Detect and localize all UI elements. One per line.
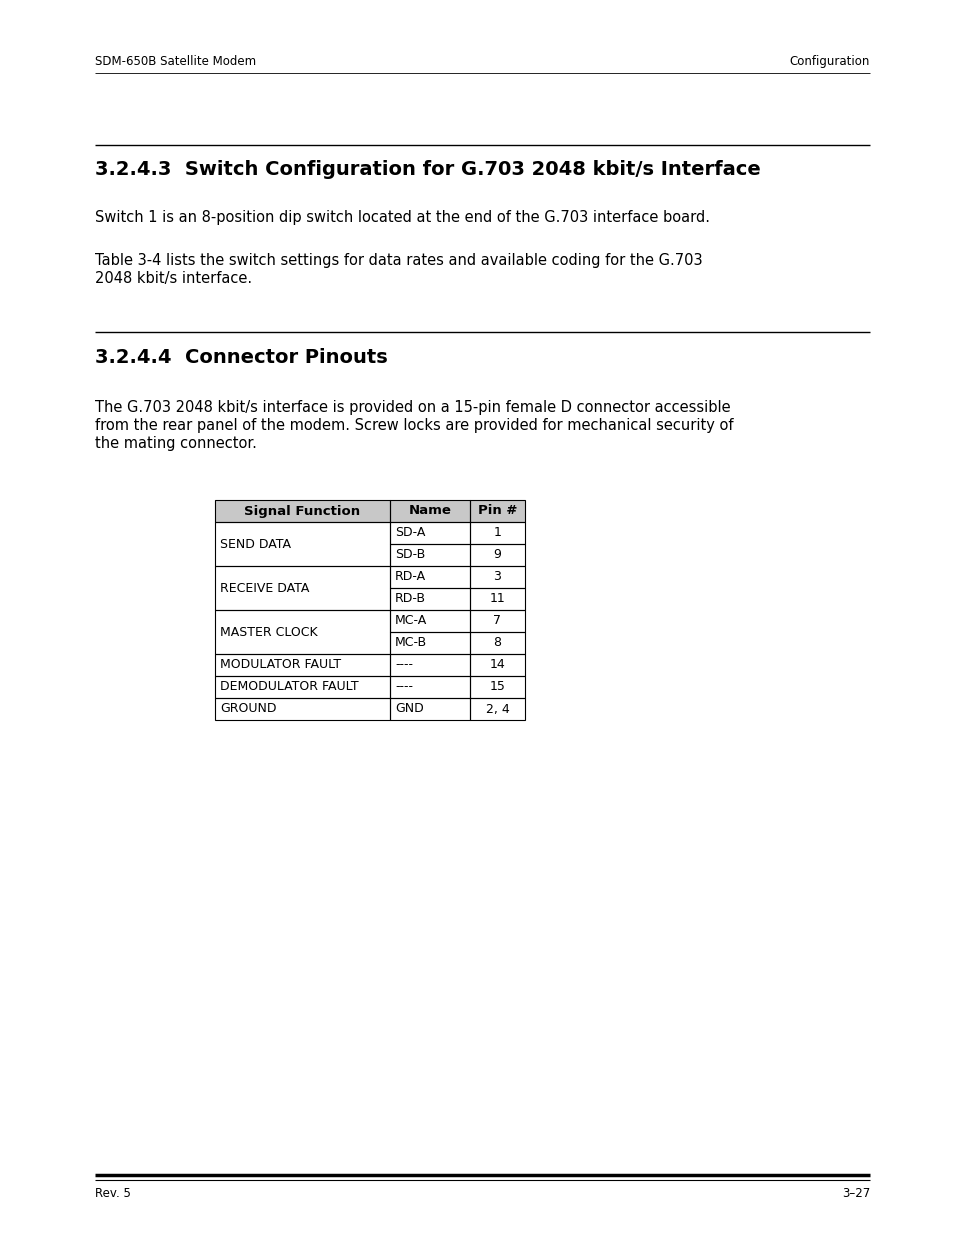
Bar xyxy=(390,610,470,632)
Text: ----: ---- xyxy=(395,658,413,672)
Text: DEMODULATOR FAULT: DEMODULATOR FAULT xyxy=(220,680,358,694)
Text: 3: 3 xyxy=(493,571,501,583)
Bar xyxy=(470,610,524,632)
Text: 3.2.4.4  Connector Pinouts: 3.2.4.4 Connector Pinouts xyxy=(95,348,387,367)
Text: MODULATOR FAULT: MODULATOR FAULT xyxy=(220,658,341,672)
Text: RD-A: RD-A xyxy=(395,571,426,583)
Bar xyxy=(470,522,524,543)
Text: MASTER CLOCK: MASTER CLOCK xyxy=(220,625,317,638)
Text: the mating connector.: the mating connector. xyxy=(95,436,256,451)
Bar xyxy=(214,610,390,655)
Bar xyxy=(390,676,470,698)
Bar xyxy=(470,500,524,522)
Bar xyxy=(390,522,470,543)
Text: RECEIVE DATA: RECEIVE DATA xyxy=(220,582,309,594)
Bar xyxy=(214,655,390,676)
Text: Switch 1 is an 8-position dip switch located at the end of the G.703 interface b: Switch 1 is an 8-position dip switch loc… xyxy=(95,210,709,225)
Text: from the rear panel of the modem. Screw locks are provided for mechanical securi: from the rear panel of the modem. Screw … xyxy=(95,417,733,433)
Text: Rev. 5: Rev. 5 xyxy=(95,1187,131,1200)
Text: 7: 7 xyxy=(493,615,501,627)
Text: SD-A: SD-A xyxy=(395,526,425,540)
Bar xyxy=(214,522,390,566)
Bar xyxy=(470,500,524,522)
Text: RD-B: RD-B xyxy=(395,593,426,605)
Bar xyxy=(390,500,470,522)
Text: 11: 11 xyxy=(489,593,505,605)
Bar xyxy=(470,632,524,655)
Bar xyxy=(214,698,390,720)
Bar xyxy=(470,543,524,566)
Text: 3–27: 3–27 xyxy=(841,1187,869,1200)
Text: 15: 15 xyxy=(489,680,505,694)
Bar xyxy=(214,500,390,522)
Text: MC-B: MC-B xyxy=(395,636,427,650)
Text: 3.2.4.3  Switch Configuration for G.703 2048 kbit/s Interface: 3.2.4.3 Switch Configuration for G.703 2… xyxy=(95,161,760,179)
Text: Signal Function: Signal Function xyxy=(244,505,360,517)
Bar xyxy=(470,655,524,676)
Bar xyxy=(470,698,524,720)
Text: Pin #: Pin # xyxy=(477,505,517,517)
Text: Name: Name xyxy=(408,505,451,517)
Text: SDM-650B Satellite Modem: SDM-650B Satellite Modem xyxy=(95,56,255,68)
Bar xyxy=(390,655,470,676)
Bar xyxy=(214,566,390,610)
Text: Table 3-4 lists the switch settings for data rates and available coding for the : Table 3-4 lists the switch settings for … xyxy=(95,253,702,268)
Bar xyxy=(214,676,390,698)
Text: GND: GND xyxy=(395,703,423,715)
Text: The G.703 2048 kbit/s interface is provided on a 15-pin female D connector acces: The G.703 2048 kbit/s interface is provi… xyxy=(95,400,730,415)
Bar xyxy=(390,588,470,610)
Text: 2048 kbit/s interface.: 2048 kbit/s interface. xyxy=(95,270,252,287)
Text: Configuration: Configuration xyxy=(789,56,869,68)
Text: MC-A: MC-A xyxy=(395,615,427,627)
Bar xyxy=(214,500,390,522)
Bar xyxy=(390,698,470,720)
Bar xyxy=(390,566,470,588)
Text: 1: 1 xyxy=(493,526,501,540)
Bar xyxy=(470,566,524,588)
Text: 8: 8 xyxy=(493,636,501,650)
Bar xyxy=(390,632,470,655)
Bar xyxy=(470,588,524,610)
Text: 9: 9 xyxy=(493,548,501,562)
Text: SD-B: SD-B xyxy=(395,548,425,562)
Text: ----: ---- xyxy=(395,680,413,694)
Bar xyxy=(390,543,470,566)
Text: SEND DATA: SEND DATA xyxy=(220,537,291,551)
Text: 2, 4: 2, 4 xyxy=(485,703,509,715)
Bar xyxy=(390,500,470,522)
Bar xyxy=(470,676,524,698)
Text: GROUND: GROUND xyxy=(220,703,276,715)
Text: 14: 14 xyxy=(489,658,505,672)
